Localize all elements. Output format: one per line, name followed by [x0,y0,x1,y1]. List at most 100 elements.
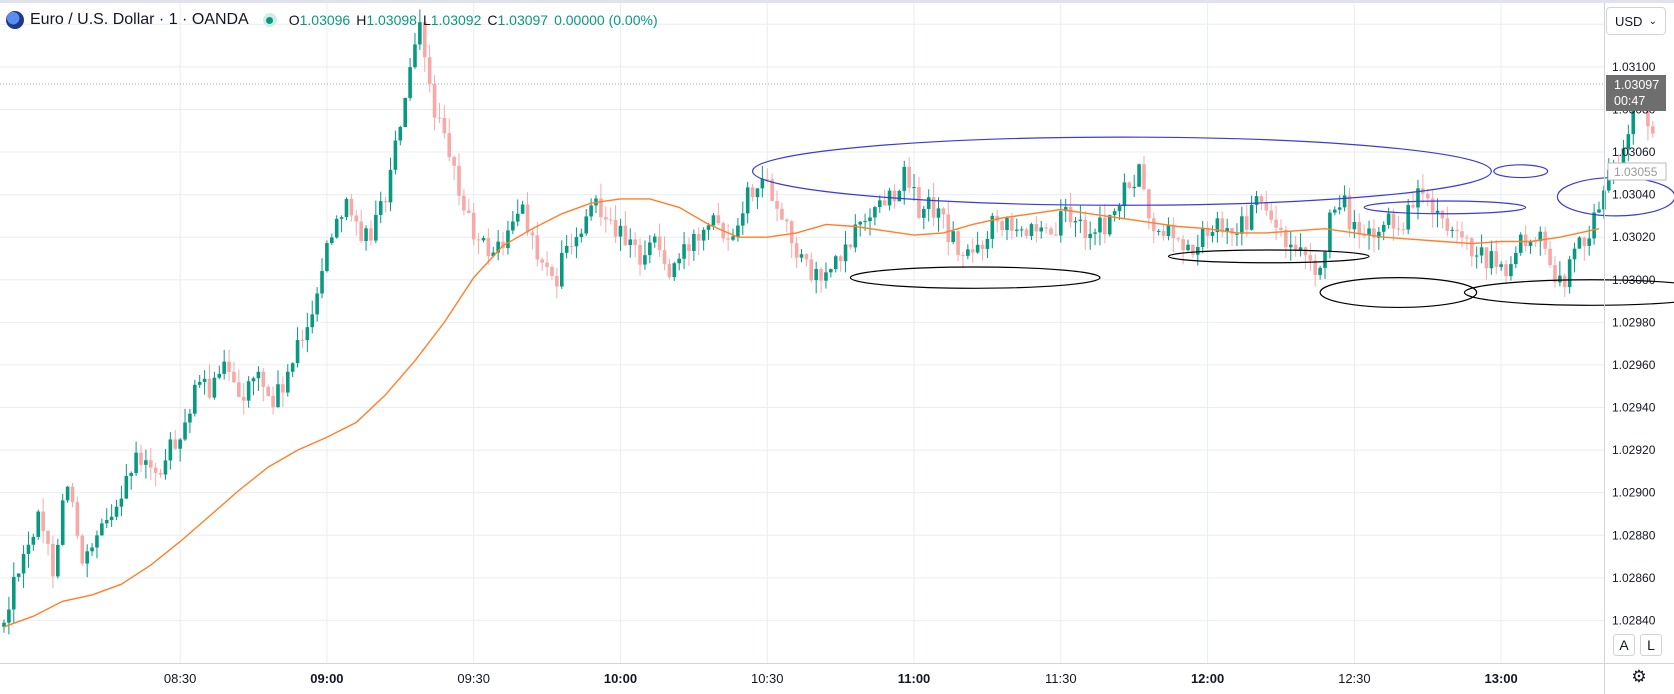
candle [1568,256,1572,294]
candle-body [1074,221,1078,222]
candle [443,105,447,139]
black-ellipse-annotation[interactable] [1320,278,1477,308]
candle-body [1211,232,1215,236]
candle [736,218,740,242]
black-ellipse-annotation[interactable] [1168,250,1369,263]
candle [1186,240,1190,252]
candle-body [354,216,358,222]
candle [41,498,45,543]
black-ellipse-annotation[interactable] [850,267,1100,288]
candle [159,469,163,478]
candle-body [1509,264,1513,276]
candle [1490,241,1494,275]
candle [1558,261,1562,286]
candle-body [36,512,40,537]
y-tick-label: 1.02980 [1612,315,1656,329]
candle-body [271,396,275,407]
candle [1147,189,1151,229]
candle-body [149,460,153,467]
candle [1054,222,1058,236]
candle [589,198,593,220]
candle [1039,221,1043,239]
change-value: 0.00000 (0.00%) [554,12,658,28]
candle-body [32,537,36,545]
candle-body [800,254,804,257]
candle-body [154,468,158,473]
market-status-icon[interactable] [263,13,277,27]
ma-price-label: 1.03055 [1608,163,1666,180]
candle [80,534,84,566]
log-scale-button[interactable]: L [1640,634,1662,656]
candle [1592,204,1596,245]
drawn-annotations[interactable] [753,137,1674,307]
candle-body [22,554,26,574]
candle-body [56,545,60,576]
candle-body [1558,276,1562,283]
candle-body [672,263,676,277]
candle-body [1093,232,1097,233]
candle-body [912,187,916,188]
candle-body [575,237,579,246]
candle [697,227,701,255]
candle-body [1274,220,1278,228]
candle [912,174,916,201]
candle-body [1392,214,1396,229]
candle [501,232,505,256]
candle-body [1318,268,1322,275]
candle [164,449,168,479]
candle [1191,244,1195,257]
candle-body [628,239,632,245]
candle [942,207,946,229]
candle [1602,186,1606,219]
candle [345,197,349,220]
candle [648,235,652,263]
candle-body [858,222,862,225]
candle-body [462,196,466,211]
candle-body [736,226,740,237]
candle [457,153,461,205]
candle [296,327,300,367]
candle [824,262,828,288]
candle [452,155,456,180]
candle [447,119,451,162]
y-tick-label: 1.03000 [1612,273,1656,287]
candle [692,230,696,261]
candle-body [301,340,305,341]
candle [1583,236,1587,260]
candle-body [780,209,784,220]
candle-body [164,460,168,474]
candle [188,409,192,433]
symbol-title[interactable]: Euro / U.S. Dollar · 1 · OANDA [30,11,249,29]
candle [526,192,530,236]
currency-button[interactable]: USD ⌄ [1606,7,1666,35]
candle-body [966,249,970,256]
candle [22,545,26,588]
candle [1446,206,1450,236]
gear-icon[interactable]: ⚙ [1630,668,1648,686]
candle-body [839,256,843,261]
auto-scale-button[interactable]: A [1613,634,1635,656]
candle [359,210,363,243]
open-label: O [289,12,300,28]
candle [1211,225,1215,242]
candle [134,442,138,476]
candle [785,218,789,232]
candle-body [570,246,574,247]
candle-body [540,260,544,263]
time-axis[interactable]: 08:30 09:00 09:30 10:00 10:30 11:00 11:30 12:00… [164,671,1518,686]
candle-body [717,215,721,223]
blue-ellipse-annotation[interactable] [1494,165,1548,178]
candle-body [1411,205,1415,207]
candle [717,203,721,225]
candle [511,211,515,234]
candle-body [1651,126,1655,133]
candle-body [80,536,84,564]
candle-body [819,269,823,281]
x-tick-label: 09:30 [457,671,490,686]
candle-body [712,215,716,225]
candle-body [472,213,476,240]
candle-body [1137,164,1141,187]
candle [1524,225,1528,251]
candle [545,251,549,276]
